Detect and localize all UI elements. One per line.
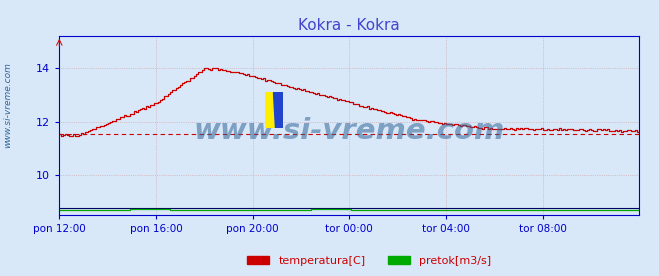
Polygon shape <box>265 92 275 128</box>
Polygon shape <box>273 92 283 128</box>
Text: www.si-vreme.com: www.si-vreme.com <box>3 62 13 148</box>
Text: www.si-vreme.com: www.si-vreme.com <box>194 117 505 145</box>
Legend: temperatura[C], pretok[m3/s]: temperatura[C], pretok[m3/s] <box>243 251 496 270</box>
Title: Kokra - Kokra: Kokra - Kokra <box>299 18 400 33</box>
